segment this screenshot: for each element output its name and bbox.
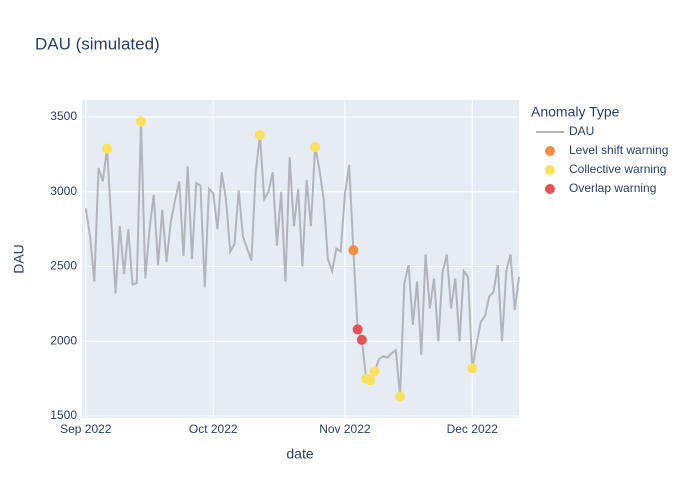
point bbox=[395, 391, 406, 402]
legend-symbol bbox=[545, 165, 555, 175]
x-tick-label: Dec 2022 bbox=[447, 422, 499, 436]
point bbox=[310, 141, 321, 152]
point bbox=[254, 129, 265, 140]
legend-symbol bbox=[545, 184, 555, 194]
y-tick-label: 3500 bbox=[50, 109, 77, 123]
x-axis-title: date bbox=[286, 446, 313, 462]
legend-label[interactable]: Overlap warning bbox=[569, 181, 656, 195]
marks bbox=[84, 116, 520, 402]
point bbox=[352, 324, 363, 335]
legend-label[interactable]: Collective warning bbox=[569, 162, 666, 176]
legend: DAU Level shift warning Collective warning… bbox=[536, 124, 668, 195]
legend-title: Anomaly Type bbox=[531, 104, 620, 120]
point bbox=[369, 366, 380, 377]
x-tick-label: Oct 2022 bbox=[189, 422, 238, 436]
legend-label[interactable]: Level shift warning bbox=[569, 143, 668, 157]
x-tick-label: Sep 2022 bbox=[60, 422, 112, 436]
legend-symbol bbox=[545, 146, 555, 156]
point bbox=[365, 375, 376, 386]
y-axis-title: DAU bbox=[11, 244, 27, 274]
point bbox=[356, 334, 367, 345]
line bbox=[84, 121, 520, 397]
y-tick-label: 1500 bbox=[50, 408, 77, 422]
y-tick-label: 3000 bbox=[50, 184, 77, 198]
point bbox=[348, 245, 359, 256]
legend-label[interactable]: DAU bbox=[569, 124, 594, 138]
grid: 1500 2000 2500 3000 3500 Sep 2022 Oct 2022 Nov … bbox=[50, 100, 519, 436]
x-tick-label: Nov 2022 bbox=[319, 422, 371, 436]
point bbox=[102, 143, 113, 154]
y-tick-label: 2500 bbox=[50, 259, 77, 273]
y-tick-label: 2000 bbox=[50, 333, 77, 347]
chart-title: DAU (simulated) bbox=[35, 34, 160, 53]
point bbox=[467, 363, 478, 374]
point bbox=[136, 116, 147, 127]
